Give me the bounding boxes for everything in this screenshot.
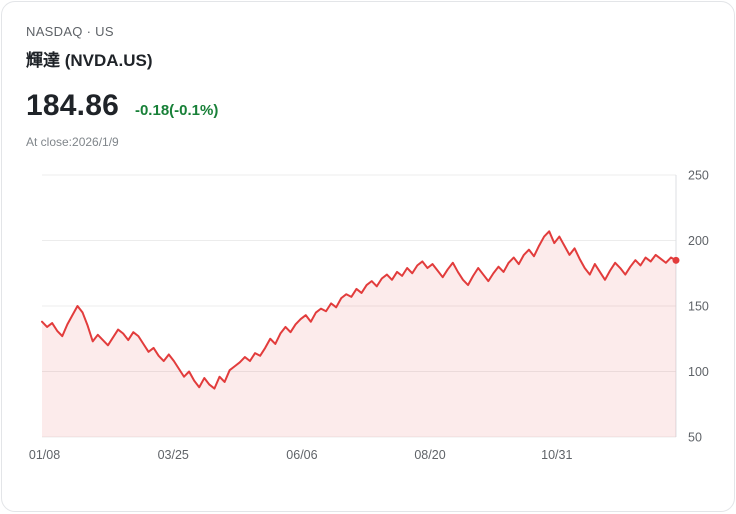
x-tick-label: 06/06 xyxy=(286,448,317,462)
x-tick-label: 03/25 xyxy=(158,448,189,462)
y-tick-label: 200 xyxy=(688,234,709,248)
x-tick-label: 10/31 xyxy=(541,448,572,462)
price-line xyxy=(41,230,677,390)
price-change: -0.18(-0.1%) xyxy=(134,102,219,119)
x-tick-label: 01/08 xyxy=(29,448,60,462)
last-price-dot xyxy=(672,256,680,264)
price-chart[interactable]: 250 200 150 100 50 01/08 03/25 06/06 08/20 10/31 xyxy=(2,165,734,470)
y-tick-label: 100 xyxy=(688,365,709,379)
y-tick-label: 150 xyxy=(688,300,709,314)
price-chart-svg: 250 200 150 100 50 01/08 03/25 06/06 08/20 10/31 xyxy=(29,169,709,463)
y-tick-label: 250 xyxy=(688,169,709,183)
at-close-label: At close:2026/1/9 xyxy=(26,135,119,149)
last-price: 184.86 xyxy=(26,89,119,122)
price-row: 184.86 -0.18(-0.1%) xyxy=(26,89,710,123)
y-tick-label: 50 xyxy=(688,431,702,445)
stock-name: 輝達 (NVDA.US) xyxy=(26,51,153,70)
exchange-region-label: NASDAQ · US xyxy=(26,24,114,39)
x-tick-label: 08/20 xyxy=(414,448,445,462)
